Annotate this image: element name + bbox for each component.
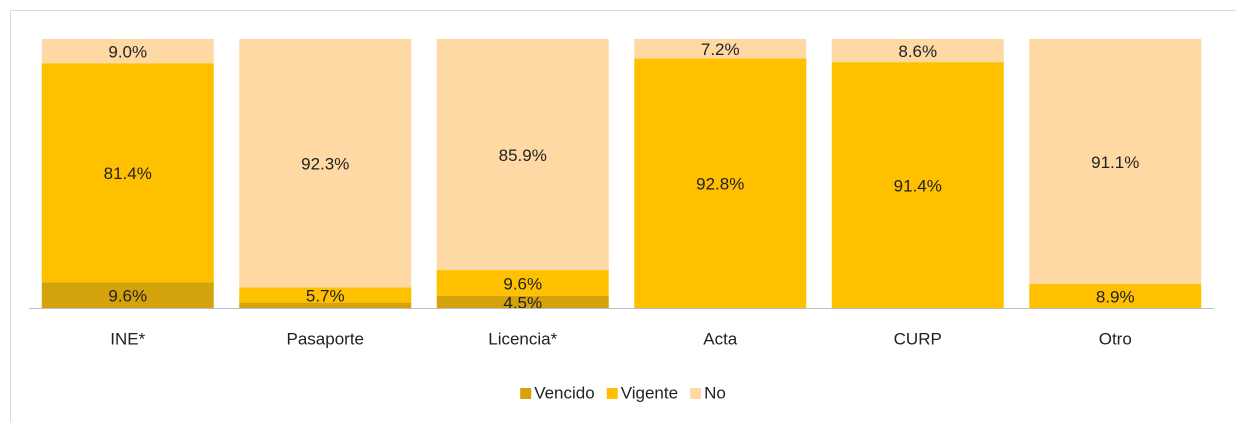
bar-segment: [239, 39, 412, 288]
x-tick-label: Otro: [1099, 329, 1132, 348]
data-label: 5.7%: [306, 286, 345, 305]
data-label: 7.2%: [701, 40, 740, 59]
data-label: 9.0%: [108, 43, 147, 62]
bar-segment: [41, 63, 214, 283]
data-label: 91.1%: [1091, 153, 1139, 172]
bar-segment: [831, 39, 1004, 63]
data-label: 8.9%: [1096, 288, 1135, 307]
data-label: 91.4%: [894, 177, 942, 196]
data-label: 9.6%: [108, 287, 147, 306]
legend-swatch: [606, 388, 618, 399]
legend-swatch: [520, 388, 532, 399]
data-label: 4.5%: [503, 293, 542, 312]
bar-segment: [239, 287, 412, 303]
x-tick-label: Pasaporte: [287, 329, 365, 348]
bar-segment: [41, 39, 214, 64]
x-tick-label: CURP: [894, 329, 942, 348]
bar-segment: [831, 62, 1004, 308]
x-tick-label: INE*: [110, 329, 145, 348]
legend-label: No: [704, 383, 726, 402]
bar-segment: [1029, 39, 1202, 285]
bar-segment: [436, 270, 609, 296]
data-label: 81.4%: [104, 164, 152, 183]
data-label: 9.6%: [503, 274, 542, 293]
data-label: 85.9%: [499, 146, 547, 165]
data-label: 92.3%: [301, 155, 349, 174]
data-label: 92.8%: [696, 175, 744, 194]
legend-label: Vigente: [621, 383, 678, 402]
data-label: 8.6%: [898, 42, 937, 61]
bar-segment: [436, 39, 609, 271]
bar-segment: [634, 58, 807, 309]
bar-segment: [239, 302, 412, 308]
bar-segment: [1029, 284, 1202, 308]
legend-label: Vencido: [534, 383, 595, 402]
bar-segment: [41, 282, 214, 308]
bar-segment: [634, 39, 807, 59]
x-tick-label: Licencia*: [488, 329, 557, 348]
x-tick-label: Acta: [703, 329, 738, 348]
chart-border: [10, 10, 1236, 422]
legend-swatch: [690, 388, 702, 399]
bar-segment: [436, 295, 609, 308]
